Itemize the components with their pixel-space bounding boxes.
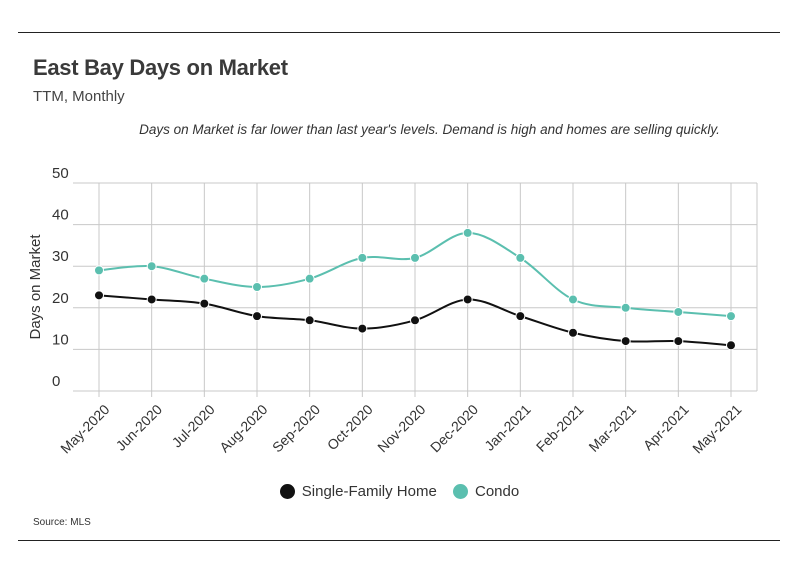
point-single-family-home — [304, 315, 315, 326]
y-axis-ticks: 0 10 20 30 40 50 — [52, 165, 69, 390]
point-condo — [568, 294, 578, 305]
point-condo — [357, 252, 368, 263]
chart-subtitle: TTM, Monthly — [33, 88, 125, 105]
legend-label-condo: Condo — [475, 483, 520, 500]
x-tick-label: Jul-2020 — [169, 401, 218, 450]
point-single-family-home — [620, 336, 631, 347]
point-condo — [252, 282, 262, 292]
x-tick-label: Aug-2020 — [216, 401, 270, 455]
point-single-family-home — [94, 290, 104, 301]
point-condo — [304, 273, 315, 284]
point-single-family-home — [146, 294, 157, 305]
point-condo — [94, 265, 104, 276]
y-tick-label: 10 — [52, 331, 69, 348]
point-condo — [199, 273, 210, 284]
point-single-family-home — [252, 311, 262, 322]
series-single-family-home — [94, 290, 736, 351]
series-lines — [94, 227, 736, 351]
point-single-family-home — [568, 327, 578, 338]
x-tick-label: May-2020 — [57, 401, 112, 456]
point-condo — [462, 227, 473, 238]
legend-swatch-condo — [453, 484, 468, 499]
top-rule — [18, 32, 780, 33]
y-axis-label: Days on Market — [27, 234, 44, 340]
point-condo — [620, 302, 631, 313]
chart-note: Days on Market is far lower than last ye… — [139, 122, 720, 137]
point-condo — [515, 252, 526, 263]
x-tick-label: May-2021 — [689, 401, 744, 456]
x-tick-label: Apr-2021 — [640, 401, 692, 453]
point-single-family-home — [462, 294, 473, 305]
x-axis-ticks: May-2020 Jun-2020 Jul-2020Aug-2020Sep-2020… — [57, 401, 744, 456]
series-condo — [94, 227, 736, 322]
y-tick-label: 30 — [52, 248, 69, 265]
grid — [73, 182, 758, 397]
x-tick-label: Dec-2020 — [427, 401, 481, 455]
y-tick-label: 50 — [52, 165, 69, 182]
y-tick-label: 40 — [52, 207, 69, 224]
legend-item-single-family: Single-Family Home — [279, 483, 437, 500]
x-tick-label: Feb-2021 — [533, 401, 587, 455]
y-tick-label: 20 — [52, 290, 69, 307]
point-single-family-home — [199, 298, 210, 309]
legend-swatch-single-family — [279, 484, 295, 499]
legend-label-single-family: Single-Family Home — [301, 483, 437, 500]
x-tick-label: Jan-2021 — [481, 401, 534, 454]
point-condo — [673, 306, 684, 317]
point-single-family-home — [357, 323, 368, 334]
legend-item-condo: Condo — [453, 483, 519, 500]
y-tick-label: 0 — [52, 373, 60, 390]
point-single-family-home — [673, 336, 684, 347]
x-tick-label: Jun-2020 — [113, 401, 166, 454]
chart-title: East Bay Days on Market — [33, 55, 288, 80]
x-tick-label: Nov-2020 — [374, 401, 428, 455]
point-condo — [726, 311, 736, 322]
bottom-rule — [18, 540, 780, 541]
x-tick-label: Sep-2020 — [269, 401, 323, 455]
legend: Single-Family Home Condo — [0, 483, 799, 503]
point-single-family-home — [515, 311, 526, 322]
point-condo — [146, 261, 157, 272]
source-note: Source: MLS — [33, 517, 91, 528]
x-tick-label: Oct-2020 — [324, 401, 376, 453]
point-condo — [410, 252, 420, 263]
point-single-family-home — [726, 340, 736, 351]
x-tick-label: Mar-2021 — [585, 401, 639, 455]
point-single-family-home — [410, 315, 420, 326]
